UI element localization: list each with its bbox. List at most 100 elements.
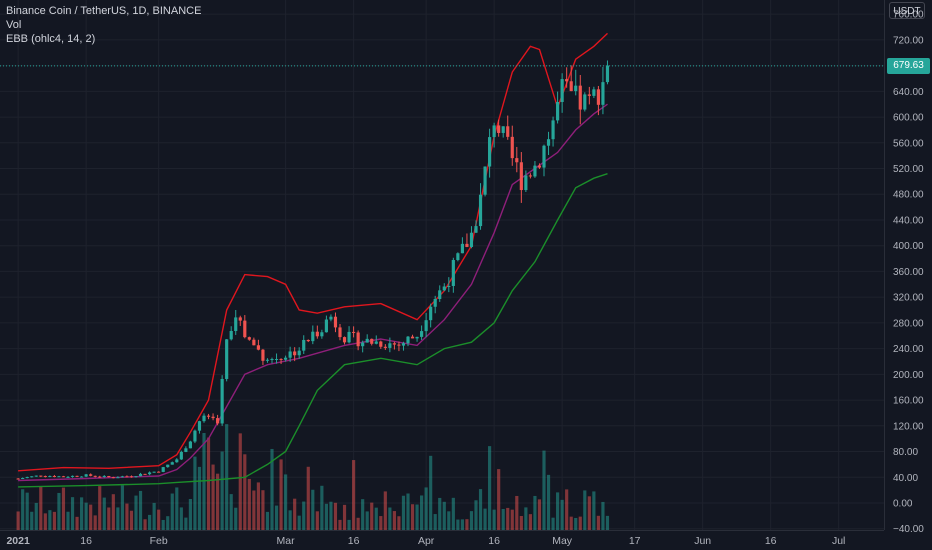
volume-bar: [442, 501, 446, 530]
candle-body: [352, 331, 356, 333]
y-tick-label: 80.00: [893, 447, 918, 458]
y-tick-label: 760.00: [893, 10, 924, 21]
candle-body: [388, 343, 392, 348]
volume-bar: [415, 504, 419, 530]
candle-body: [370, 338, 374, 344]
volume-indicator-label[interactable]: Vol: [6, 19, 22, 31]
chart-legend: Binance Coin / TetherUS, 1D, BINANCE Vol…: [6, 4, 201, 46]
candle-body: [587, 94, 591, 96]
volume-bar: [392, 511, 396, 530]
candle-body: [175, 459, 179, 463]
volume-bar: [401, 495, 406, 530]
x-tick-label: Jul: [832, 535, 845, 547]
candle-body: [43, 476, 47, 478]
candle-body: [528, 175, 532, 177]
candle-body: [429, 306, 433, 321]
x-tick-label: 16: [80, 535, 92, 547]
candle-body: [397, 344, 401, 346]
x-tick-label: 16: [765, 535, 777, 547]
candle-body: [560, 79, 564, 102]
candle-body: [48, 476, 52, 478]
candle-body: [25, 477, 29, 479]
candle-body: [293, 351, 297, 356]
candle-body: [324, 319, 328, 333]
candle-body: [30, 476, 34, 478]
volume-bar: [216, 473, 220, 530]
volume-bar: [21, 489, 25, 530]
candle-body: [569, 81, 573, 92]
y-tick-label: 480.00: [893, 190, 924, 201]
volume-bar: [184, 517, 188, 530]
candle-body: [460, 243, 464, 254]
candle-body: [179, 451, 183, 460]
candle-body: [184, 448, 188, 452]
volume-bar: [48, 510, 52, 530]
volume-bar: [75, 516, 79, 530]
candle-body: [161, 467, 165, 472]
candle-body: [451, 260, 455, 286]
ebb-lower-band-line: [18, 173, 608, 488]
volume-bar: [342, 504, 347, 530]
candle-body: [574, 85, 578, 92]
volume-bar: [293, 498, 297, 530]
y-tick-label: 40.00: [893, 473, 918, 484]
candle-body: [197, 421, 202, 431]
volume-bar: [483, 508, 487, 530]
candle-body: [424, 320, 428, 332]
volume-bar: [265, 511, 270, 530]
volume-bars: [16, 424, 610, 530]
symbol-title[interactable]: Binance Coin / TetherUS, 1D, BINANCE: [6, 5, 202, 17]
candle-body: [107, 475, 111, 478]
volume-bar: [61, 487, 66, 530]
y-tick-label: 440.00: [893, 215, 924, 226]
volume-bar: [98, 486, 102, 530]
volume-bar: [270, 448, 274, 530]
volume-bar: [89, 504, 93, 530]
candle-body: [57, 476, 61, 478]
candle-body: [592, 89, 596, 96]
volume-bar: [256, 482, 260, 530]
volume-bar: [333, 502, 338, 530]
volume-bar: [116, 507, 120, 530]
y-tick-label: 120.00: [893, 421, 924, 432]
candle-body: [333, 316, 338, 328]
candle-body: [297, 350, 301, 356]
volume-bar: [492, 509, 496, 530]
volume-bar: [34, 502, 38, 530]
volume-bar: [107, 507, 111, 530]
volume-bar: [361, 499, 365, 530]
volume-bar: [143, 519, 147, 530]
volume-bar: [43, 513, 47, 530]
volume-bar: [365, 511, 369, 530]
volume-bar: [297, 515, 301, 530]
x-tick-label: Mar: [277, 535, 296, 547]
candle-body: [279, 358, 283, 360]
candle-body: [506, 126, 510, 137]
candle-body: [379, 341, 383, 347]
candle-body: [329, 316, 333, 320]
volume-bar: [93, 515, 97, 530]
candle-body: [338, 327, 342, 338]
volume-bar: [424, 487, 428, 530]
currency-button[interactable]: USDT: [889, 2, 925, 19]
volume-bar: [556, 492, 560, 530]
candle-body: [138, 473, 143, 477]
x-tick-label: Jun: [694, 535, 711, 547]
volume-bar: [447, 511, 451, 530]
volume-bar: [175, 487, 179, 530]
volume-bar: [587, 496, 591, 530]
volume-bar: [370, 502, 374, 530]
candle-body: [234, 317, 238, 331]
ebb-indicator-label[interactable]: EBB (ohlc4, 14, 2): [6, 33, 96, 45]
candle-body: [193, 430, 197, 442]
volume-bar: [247, 478, 251, 530]
candle-body: [474, 226, 478, 233]
volume-bar: [497, 469, 501, 530]
candle-body: [311, 331, 315, 342]
volume-bar: [438, 497, 442, 530]
candle-body: [220, 378, 224, 424]
volume-bar: [537, 499, 542, 530]
volume-bar: [533, 495, 537, 530]
